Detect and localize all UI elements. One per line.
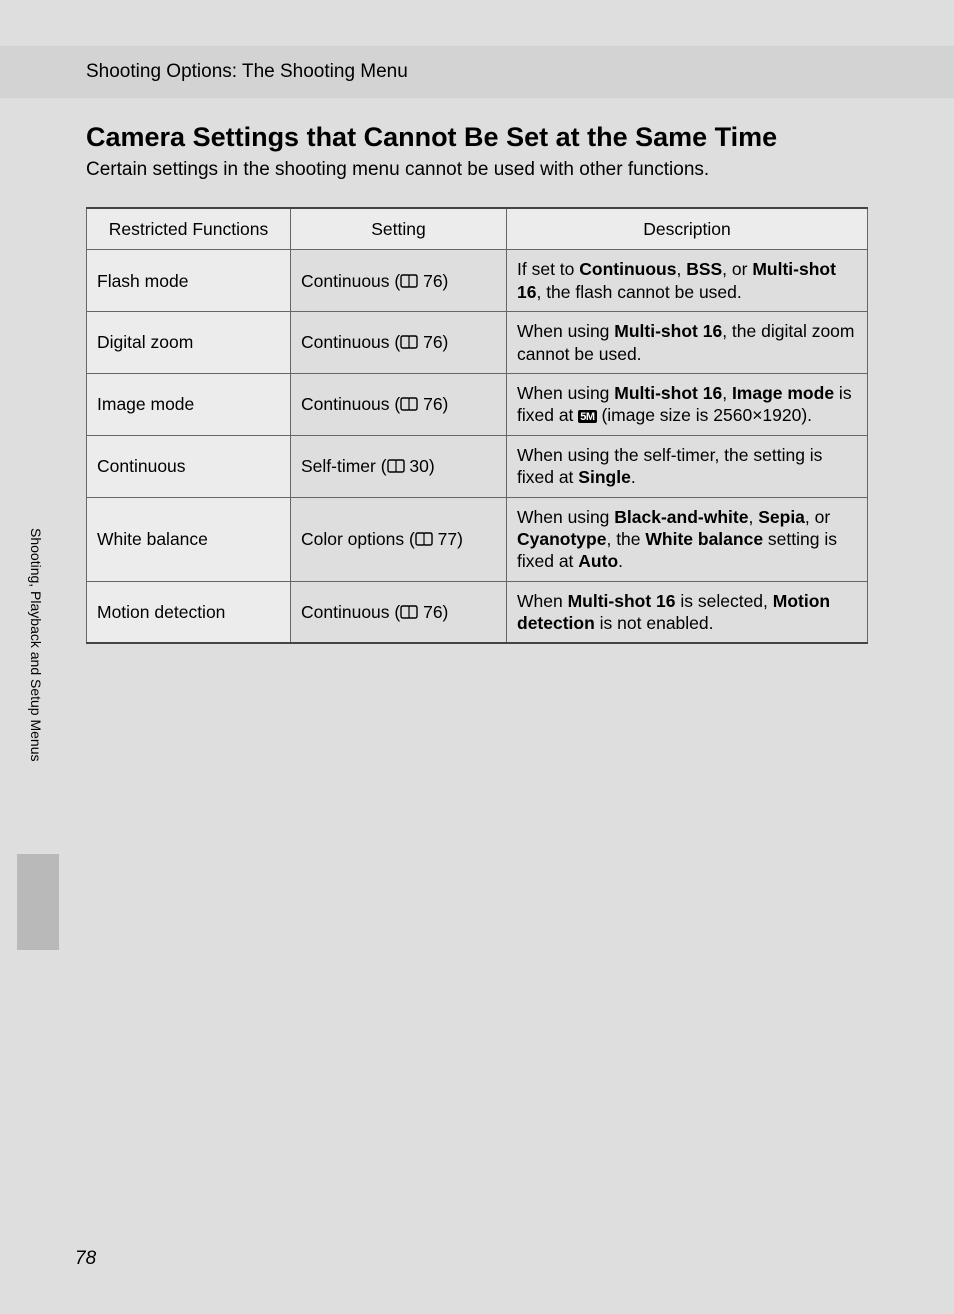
breadcrumb: Shooting Options: The Shooting Menu — [86, 61, 408, 83]
table-row: Digital zoomContinuous ( 76)When using M… — [87, 312, 868, 374]
description-cell: If set to Continuous, BSS, or Multi-shot… — [507, 250, 868, 312]
table-row: Flash modeContinuous ( 76)If set to Cont… — [87, 250, 868, 312]
col-header-description: Description — [507, 208, 868, 250]
setting-cell: Continuous ( 76) — [291, 312, 507, 374]
description-cell: When using Black-and-white, Sepia, or Cy… — [507, 497, 868, 581]
intro-text: Certain settings in the shooting menu ca… — [86, 159, 868, 181]
page-number: 78 — [75, 1248, 96, 1270]
description-cell: When Multi-shot 16 is selected, Motion d… — [507, 581, 868, 643]
restricted-function: Continuous — [87, 435, 291, 497]
setting-cell: Continuous ( 76) — [291, 250, 507, 312]
col-header-setting: Setting — [291, 208, 507, 250]
table-row: Image modeContinuous ( 76)When using Mul… — [87, 373, 868, 435]
col-header-restricted: Restricted Functions — [87, 208, 291, 250]
restricted-function: Digital zoom — [87, 312, 291, 374]
table-row: Motion detectionContinuous ( 76)When Mul… — [87, 581, 868, 643]
description-cell: When using Multi-shot 16, the digital zo… — [507, 312, 868, 374]
image-size-badge: 5M — [578, 410, 596, 423]
setting-cell: Self-timer ( 30) — [291, 435, 507, 497]
table-row: White balanceColor options ( 77)When usi… — [87, 497, 868, 581]
page-content: Camera Settings that Cannot Be Set at th… — [86, 122, 868, 644]
restricted-function: Motion detection — [87, 581, 291, 643]
restricted-function: Flash mode — [87, 250, 291, 312]
description-cell: When using Multi-shot 16, Image mode is … — [507, 373, 868, 435]
description-cell: When using the self-timer, the setting i… — [507, 435, 868, 497]
page-title: Camera Settings that Cannot Be Set at th… — [86, 122, 868, 153]
restricted-function: White balance — [87, 497, 291, 581]
setting-cell: Continuous ( 76) — [291, 373, 507, 435]
restricted-function: Image mode — [87, 373, 291, 435]
side-tab-marker — [17, 854, 59, 950]
table-row: ContinuousSelf-timer ( 30)When using the… — [87, 435, 868, 497]
restrictions-table: Restricted Functions Setting Description… — [86, 207, 868, 644]
setting-cell: Color options ( 77) — [291, 497, 507, 581]
side-tab-label: Shooting, Playback and Setup Menus — [28, 528, 44, 762]
setting-cell: Continuous ( 76) — [291, 581, 507, 643]
